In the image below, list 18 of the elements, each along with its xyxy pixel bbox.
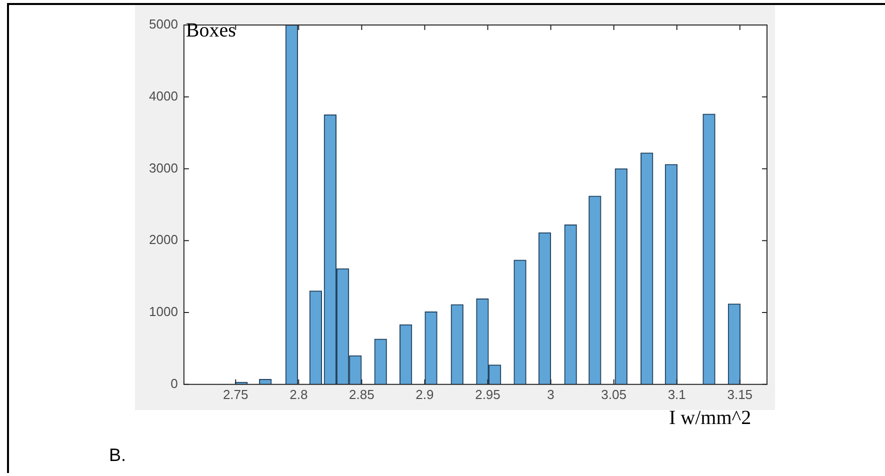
x-tick-label: 2.85 (349, 386, 374, 402)
x-tick-label: 2.9 (416, 386, 434, 402)
x-axis-title: I w/mm^2 (669, 407, 752, 430)
x-tick-label: 3 (547, 386, 554, 402)
y-tick-label: 3000 (149, 160, 178, 176)
x-tick-label: 2.75 (222, 386, 248, 402)
y-tick-label: 2000 (149, 232, 178, 248)
x-tick-label: 2.8 (290, 386, 308, 402)
text: B. (109, 445, 126, 466)
x-tick-label: 3.1 (668, 386, 686, 402)
x-tick-label: 2.95 (475, 386, 500, 402)
y-axis-title: Boxes (186, 19, 236, 42)
y-tick-label: 5000 (149, 16, 178, 32)
y-tick-label: 1000 (149, 304, 178, 320)
y-tick-label: 0 (170, 376, 178, 391)
x-tick-label: 3.05 (601, 386, 626, 402)
x-tick-label: 3.15 (727, 386, 753, 402)
y-tick-label: 4000 (149, 88, 178, 104)
